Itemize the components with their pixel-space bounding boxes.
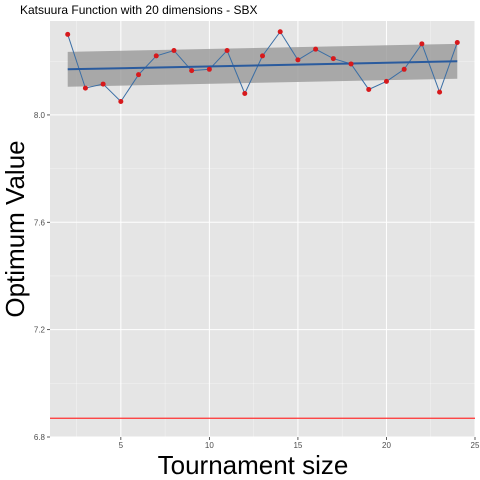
data-point [295, 57, 301, 63]
data-point [65, 31, 71, 37]
data-point [401, 66, 407, 72]
data-point [242, 90, 248, 96]
data-point [437, 89, 443, 95]
y-axis-title: Optimum Value [0, 140, 30, 317]
x-tick-label: 25 [471, 441, 480, 450]
data-point [100, 81, 106, 87]
x-tick-label: 10 [205, 441, 214, 450]
x-tick-label: 5 [119, 441, 124, 450]
y-tick-label: 6.8 [34, 433, 46, 442]
points-layer [65, 29, 460, 105]
grid-major [50, 21, 476, 438]
data-point [366, 86, 372, 92]
x-axis-title: Tournament size [158, 450, 349, 480]
data-point [206, 66, 212, 72]
data-point [118, 99, 124, 105]
y-tick-label: 7.2 [34, 326, 46, 335]
trend-line [67, 60, 458, 71]
data-point [419, 41, 425, 47]
data-point [277, 29, 283, 35]
data-point [383, 78, 389, 84]
data-point [82, 85, 88, 91]
trend-layer [67, 60, 458, 71]
data-point [224, 48, 230, 54]
y-tick-label: 7.6 [34, 218, 46, 227]
x-tick-label: 20 [382, 441, 391, 450]
y-tick-label: 8.0 [34, 111, 46, 120]
y-axis-ticks: 6.8 7.2 7.6 8.0 [34, 111, 50, 442]
data-point [313, 46, 319, 52]
data-point [348, 61, 354, 67]
data-point [153, 53, 159, 59]
x-axis-ticks: 5 10 15 20 25 [119, 437, 480, 450]
data-point [330, 56, 336, 62]
x-tick-label: 15 [293, 441, 302, 450]
data-point [189, 68, 195, 74]
data-point [454, 39, 460, 45]
chart-title: Katsuura Function with 20 dimensions - S… [20, 3, 257, 17]
data-point [260, 53, 265, 59]
data-point [171, 48, 177, 54]
data-point [136, 72, 142, 78]
